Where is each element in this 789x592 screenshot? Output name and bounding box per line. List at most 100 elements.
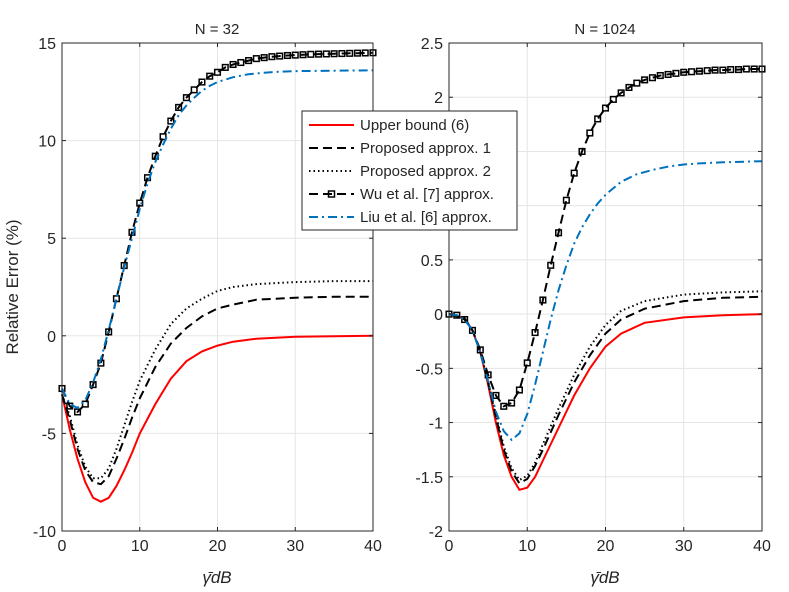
x-tick-label: 20: [597, 538, 615, 555]
y-tick-label: 15: [38, 36, 56, 53]
series-line-upper-bound-6: [61, 334, 374, 503]
series-marker: [291, 51, 299, 59]
x-tick-label: 30: [675, 538, 693, 555]
series-marker: [338, 49, 346, 58]
x-tick-label: 10: [131, 538, 149, 555]
series-marker: [476, 346, 484, 354]
series-marker: [742, 65, 750, 73]
y-tick-label: 0: [434, 307, 443, 324]
series-marker: [562, 196, 570, 204]
series-marker: [206, 72, 214, 80]
series-marker: [664, 70, 672, 78]
legend-box: [301, 110, 518, 231]
y-tick-label: 2: [434, 90, 443, 107]
series-marker: [719, 66, 727, 74]
x-tick-label: 20: [209, 538, 227, 555]
series-marker: [346, 49, 354, 57]
series-marker: [461, 315, 469, 324]
series-line-liu-et-al-6-approx: [448, 160, 763, 442]
y-tick-label: -10: [33, 524, 56, 541]
series-marker: [299, 51, 307, 59]
series-marker: [221, 63, 229, 71]
series-marker: [594, 115, 602, 123]
series-marker: [268, 53, 276, 61]
chart-title: N = 1024: [574, 21, 635, 38]
series-marker: [695, 67, 703, 75]
y-tick-label: 5: [47, 231, 56, 248]
series-marker: [688, 68, 696, 76]
series-marker: [245, 57, 253, 65]
series-marker: [609, 95, 617, 103]
series-marker: [492, 391, 500, 399]
series-marker: [128, 228, 136, 236]
series-line-proposed-approx-1: [61, 295, 373, 486]
series-marker: [260, 54, 268, 62]
x-tick-label: 40: [753, 538, 771, 555]
series-marker: [515, 386, 523, 394]
series-line-proposed-approx-2: [61, 280, 373, 480]
series-marker: [586, 129, 594, 137]
x-axis-label: γ̄dB: [590, 568, 619, 587]
series-marker: [353, 49, 361, 57]
series-marker: [570, 169, 578, 177]
series-marker: [641, 76, 649, 84]
y-tick-label: -1.5: [415, 470, 443, 487]
legend-marker: [327, 190, 336, 198]
x-tick-label: 0: [445, 538, 454, 555]
x-tick-label: 40: [364, 538, 382, 555]
series-marker: [672, 69, 680, 77]
series-marker: [727, 66, 735, 74]
y-tick-label: -2: [429, 524, 443, 541]
legend-label: Liu et al. [6] approx.: [360, 209, 492, 226]
series-marker: [252, 55, 260, 63]
legend-label: Proposed approx. 1: [360, 140, 491, 157]
chart-title: N = 32: [195, 21, 240, 38]
series-marker: [198, 78, 206, 86]
series-marker: [237, 58, 245, 67]
series-marker: [213, 68, 222, 76]
series-marker: [648, 74, 657, 82]
series-marker: [680, 68, 688, 76]
legend: Upper bound (6) Proposed approx. 1 Propose…: [301, 110, 518, 231]
series-marker: [578, 147, 586, 155]
legend-label: Proposed approx. 2: [360, 163, 491, 180]
chart-panel-n32: 0 10 20 30 40 -10 -5 0 5 10 15 N = 32 γ̄dB Relativ…: [3, 21, 382, 587]
x-axis-label: γ̄dB: [202, 568, 231, 587]
series-marker: [283, 51, 292, 60]
series-marker: [276, 52, 284, 60]
series-marker: [711, 66, 719, 74]
y-tick-label: 0: [47, 329, 56, 346]
x-tick-label: 10: [518, 538, 536, 555]
series-marker: [601, 104, 610, 112]
y-tick-label: -5: [42, 426, 56, 443]
series-marker: [190, 86, 198, 94]
series-marker: [547, 261, 555, 269]
series-marker: [175, 103, 183, 111]
series-marker: [167, 117, 175, 125]
y-tick-label: -0.5: [415, 361, 443, 378]
series-marker: [617, 89, 625, 97]
series-marker: [734, 66, 743, 74]
y-axis-label: Relative Error (%): [3, 219, 22, 354]
series-marker: [555, 229, 563, 237]
series-marker: [182, 94, 190, 102]
series-marker: [322, 50, 330, 58]
series-marker: [539, 296, 547, 304]
series-marker: [307, 50, 315, 58]
legend-label: Upper bound (6): [360, 117, 469, 134]
x-tick-label: 30: [286, 538, 304, 555]
y-tick-label: -1: [429, 416, 443, 433]
series-marker: [703, 67, 711, 75]
series-marker: [105, 328, 113, 336]
y-tick-label: 2.5: [421, 36, 443, 53]
y-tick-label: 10: [38, 134, 56, 151]
series-marker: [315, 50, 323, 58]
y-tick-label: 0.5: [421, 253, 443, 270]
series-marker: [361, 49, 369, 57]
series-marker: [330, 50, 338, 58]
series-marker: [531, 328, 539, 337]
series-marker: [633, 79, 641, 87]
series-marker: [523, 359, 531, 367]
series-marker: [625, 83, 633, 92]
